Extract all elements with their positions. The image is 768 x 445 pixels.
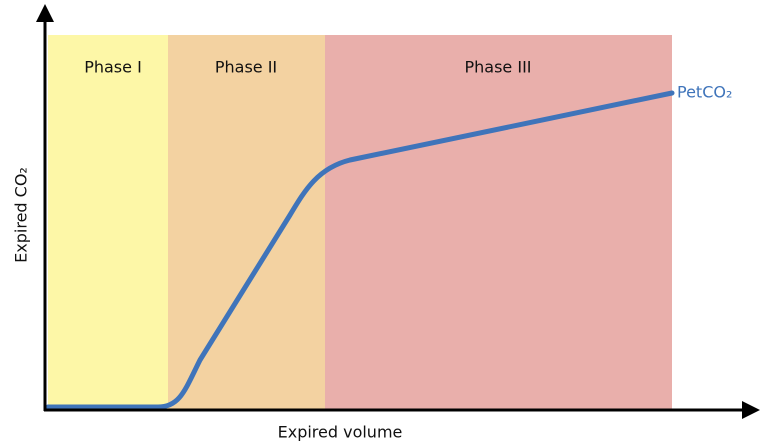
- curve-label: PetCO₂: [677, 83, 732, 102]
- y-axis-label: Expired CO₂: [12, 167, 31, 263]
- phase-1-region: [48, 35, 168, 410]
- x-axis-label: Expired volume: [278, 423, 403, 442]
- y-axis-arrow: [36, 4, 54, 22]
- phase-label: Phase I: [84, 58, 142, 77]
- phase-2-region: [168, 35, 325, 410]
- x-axis-arrow: [742, 401, 760, 419]
- phase-3-region: [325, 35, 672, 410]
- phase-label: Phase II: [215, 58, 277, 77]
- capnogram-curve: [45, 90, 675, 410]
- phase-label: Phase III: [464, 58, 531, 77]
